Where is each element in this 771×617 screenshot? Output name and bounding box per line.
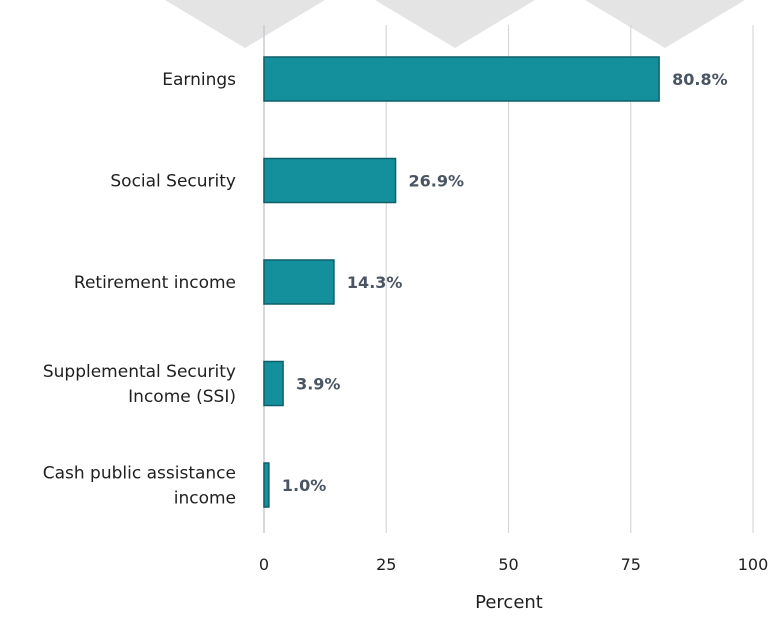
category-label: Supplemental Security Income (SSI) [43, 362, 236, 407]
category-label: Social Security [110, 172, 236, 192]
x-tick-label: 50 [498, 555, 518, 574]
category-label-line: Income (SSI) [128, 387, 236, 407]
bars [263, 56, 660, 508]
data-label: 26.9% [409, 172, 465, 191]
category-label-line: Social Security [110, 172, 236, 192]
bar [263, 462, 270, 508]
data-label: 1.0% [282, 476, 326, 495]
category-label: Retirement income [74, 273, 236, 293]
x-tick-label: 75 [621, 555, 641, 574]
category-label-line: income [174, 489, 236, 509]
bar [263, 360, 284, 407]
category-label-line: Retirement income [74, 273, 236, 293]
data-label: 14.3% [347, 273, 403, 292]
category-label-line: Cash public assistance [43, 464, 236, 484]
category-label-line: Supplemental Security [43, 362, 236, 382]
x-tick-label: 100 [738, 555, 769, 574]
data-label: 80.8% [672, 70, 728, 89]
x-tick-label: 25 [376, 555, 396, 574]
bar [263, 56, 660, 102]
data-label: 3.9% [296, 375, 340, 394]
header-chevron-shape [375, 0, 535, 48]
category-label: Cash public assistance income [43, 464, 236, 509]
header-decoration [165, 0, 745, 48]
x-tick-label: 0 [259, 555, 269, 574]
data-labels: 80.8% 26.9% 14.3% 3.9% 1.0% [282, 70, 728, 495]
category-label-line: Earnings [162, 70, 236, 90]
bar [263, 157, 397, 204]
x-axis-title: Percent [475, 592, 543, 613]
x-axis-ticks: 0 25 50 75 100 [259, 555, 768, 574]
category-label: Earnings [162, 70, 236, 90]
header-chevron-shape [165, 0, 325, 48]
category-labels: Earnings Social Security Retirement income… [43, 70, 236, 509]
header-chevron-shape [585, 0, 745, 48]
bar [263, 259, 335, 305]
